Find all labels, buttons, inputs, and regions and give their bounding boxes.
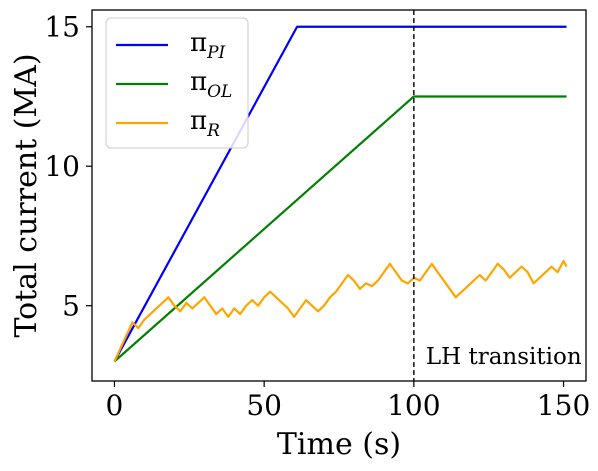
x-axis-label: Time (s) bbox=[277, 427, 401, 462]
x-tick-label: 100 bbox=[387, 389, 440, 422]
legend-symbol: π bbox=[190, 67, 207, 97]
legend-box bbox=[105, 17, 249, 149]
y-tick-label: 5 bbox=[62, 290, 80, 323]
y-axis-label: Total current (MA) bbox=[9, 53, 44, 337]
legend-subscript: OL bbox=[207, 82, 232, 102]
series-line-ol bbox=[113, 95, 567, 363]
series-line-r bbox=[113, 259, 568, 362]
x-tick-label: 0 bbox=[106, 389, 124, 422]
lh-transition-annotation: LH transition bbox=[426, 344, 582, 370]
legend-symbol: π bbox=[190, 28, 207, 58]
legend-label-ol: πOL bbox=[190, 67, 232, 102]
legend-label-r: πR bbox=[190, 106, 220, 141]
y-tick-label: 15 bbox=[44, 11, 80, 44]
legend-symbol: π bbox=[190, 106, 207, 136]
legend-subscript: PI bbox=[206, 43, 225, 63]
plot-frame bbox=[91, 9, 587, 382]
y-tick-label: 10 bbox=[44, 150, 80, 183]
tick-layer: 0 50 100 150 5 10 15 bbox=[44, 11, 590, 422]
x-tick-label: 50 bbox=[246, 389, 282, 422]
plot-layer bbox=[113, 10, 568, 381]
legend-subscript: R bbox=[206, 121, 220, 141]
x-tick-label: 150 bbox=[537, 389, 590, 422]
legend-label-pi: πPI bbox=[190, 28, 226, 63]
series-line-pi bbox=[113, 25, 567, 362]
